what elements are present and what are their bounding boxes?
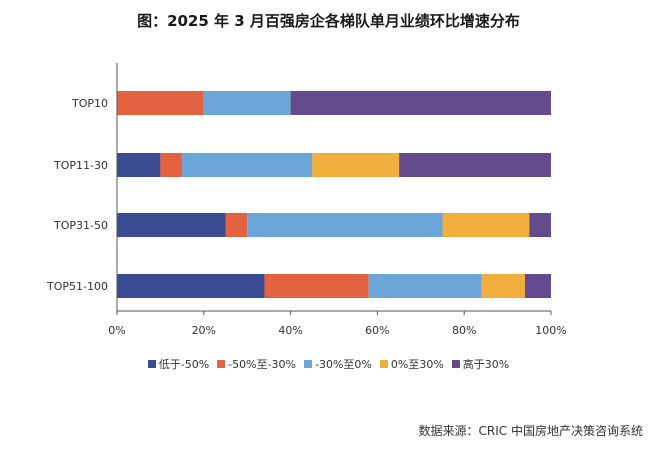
- bar-segment-0-4: [290, 91, 551, 115]
- category-label: TOP51-100: [46, 280, 108, 293]
- bar-segment-3-3: [481, 274, 525, 298]
- bar-segment-2-1: [225, 213, 248, 237]
- bar-segment-3-2: [368, 274, 482, 298]
- legend-swatch: [147, 360, 156, 368]
- bar-segment-2-2: [247, 213, 443, 237]
- category-label: TOP11-30: [53, 159, 108, 172]
- bar-segment-1-4: [399, 153, 551, 177]
- bar-segment-3-4: [524, 274, 551, 298]
- legend-item: 高于30%: [451, 356, 510, 372]
- chart-title: 图：2025 年 3 月百强房企各梯队单月业绩环比增速分布: [137, 12, 520, 30]
- legend-item: -30%至0%: [304, 356, 372, 372]
- bar-segment-3-0: [117, 274, 265, 298]
- legend-label: 低于-50%: [158, 358, 210, 371]
- category-label: TOP31-50: [53, 219, 108, 232]
- bar-segment-2-3: [442, 213, 530, 237]
- legend-swatch: [217, 360, 226, 368]
- bar-segment-2-4: [529, 213, 551, 237]
- legend: 低于-50% -50%至-30% -30%至0% 0%至30% 高于30%: [0, 356, 657, 372]
- legend-swatch: [304, 360, 313, 368]
- legend-item: 低于-50%: [147, 356, 210, 372]
- source-note: 数据来源：CRIC 中国房地产决策咨询系统: [418, 424, 643, 438]
- legend-label: 0%至30%: [390, 358, 444, 371]
- bar-segment-0-2: [203, 91, 291, 115]
- bar-segment-3-1: [264, 274, 369, 298]
- legend-item: 0%至30%: [379, 356, 444, 372]
- legend-item: -50%至-30%: [217, 356, 296, 372]
- bar-segment-2-0: [117, 213, 226, 237]
- x-tick-label: 60%: [365, 324, 389, 337]
- legend-label: -50%至-30%: [228, 358, 297, 371]
- x-tick-label: 20%: [192, 324, 216, 337]
- bar-segment-1-3: [312, 153, 400, 177]
- bar-segment-1-1: [160, 153, 183, 177]
- bar-segment-0-1: [117, 91, 204, 115]
- legend-label: 高于30%: [462, 358, 510, 371]
- bar-segment-1-2: [182, 153, 313, 177]
- x-tick-label: 100%: [535, 324, 566, 337]
- legend-swatch: [379, 360, 388, 368]
- x-tick-label: 80%: [452, 324, 476, 337]
- category-label: TOP10: [71, 97, 108, 110]
- x-tick-label: 0%: [108, 324, 125, 337]
- legend-swatch: [451, 360, 460, 368]
- bar-segment-1-0: [117, 153, 161, 177]
- legend-label: -30%至0%: [315, 358, 372, 371]
- x-tick-label: 40%: [278, 324, 302, 337]
